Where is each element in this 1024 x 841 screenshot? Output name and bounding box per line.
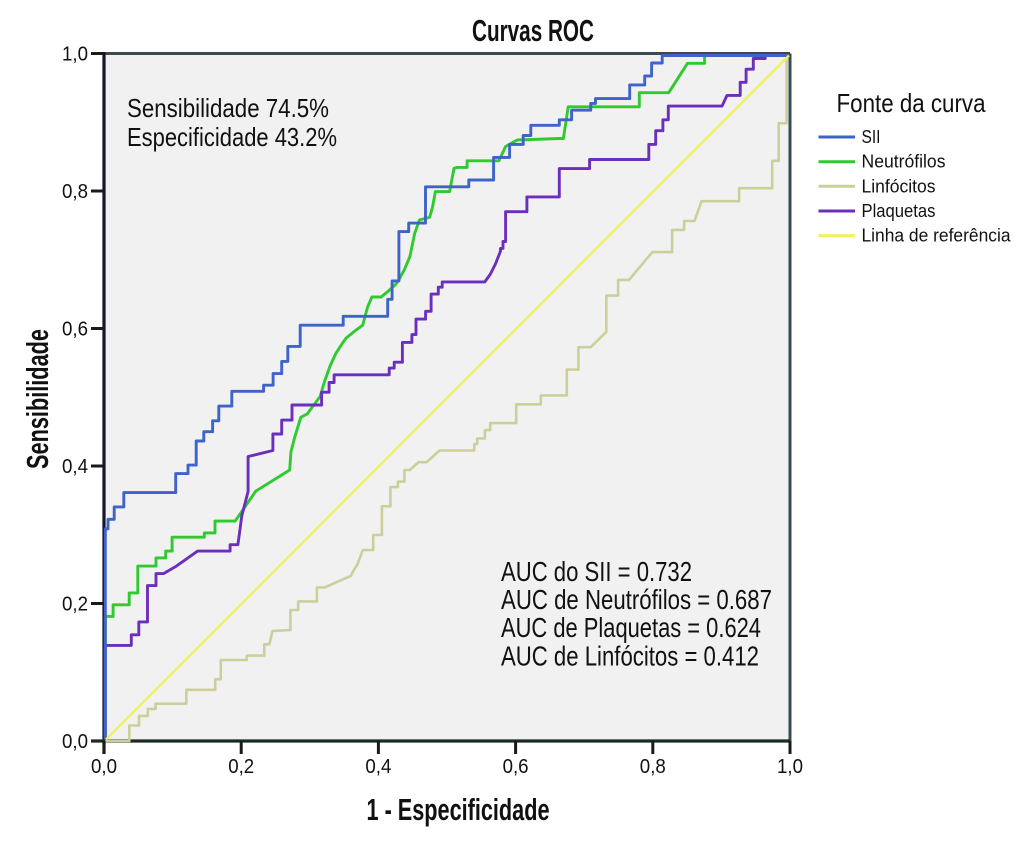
svg-text:Sensibilidade: Sensibilidade	[20, 329, 55, 469]
svg-text:AUC de Linfócitos = 0.412: AUC de Linfócitos = 0.412	[501, 641, 759, 672]
svg-text:0,0: 0,0	[62, 731, 88, 753]
svg-text:Neutrófilos: Neutrófilos	[862, 152, 946, 172]
svg-text:0,0: 0,0	[91, 756, 117, 778]
svg-text:0,8: 0,8	[640, 756, 666, 778]
svg-text:0,8: 0,8	[62, 181, 88, 203]
svg-text:0,2: 0,2	[62, 594, 88, 616]
svg-text:1 - Especificidade: 1 - Especificidade	[367, 792, 550, 827]
svg-text:0,4: 0,4	[62, 456, 88, 478]
svg-text:1,0: 1,0	[62, 44, 88, 66]
svg-text:AUC de Plaquetas = 0.624: AUC de Plaquetas = 0.624	[501, 612, 761, 643]
svg-text:AUC do SII = 0.732: AUC do SII = 0.732	[501, 556, 692, 587]
svg-text:0,6: 0,6	[503, 756, 529, 778]
svg-text:Plaquetas: Plaquetas	[862, 201, 936, 221]
svg-text:Linha de referência: Linha de referência	[862, 226, 1012, 246]
svg-text:0,6: 0,6	[62, 319, 88, 341]
svg-text:Linfócitos: Linfócitos	[862, 176, 936, 196]
svg-text:Curvas ROC: Curvas ROC	[472, 13, 594, 48]
svg-text:0,4: 0,4	[365, 756, 391, 778]
svg-text:AUC de Neutrófilos = 0.687: AUC de Neutrófilos = 0.687	[501, 584, 772, 615]
svg-text:Sensibilidade 74.5%: Sensibilidade 74.5%	[127, 93, 329, 123]
svg-text:0,2: 0,2	[228, 756, 254, 778]
svg-text:Especificidade 43.2%: Especificidade 43.2%	[127, 122, 337, 152]
svg-text:SII: SII	[862, 127, 881, 147]
svg-text:Fonte da curva: Fonte da curva	[837, 88, 986, 118]
svg-text:1,0: 1,0	[777, 756, 803, 778]
